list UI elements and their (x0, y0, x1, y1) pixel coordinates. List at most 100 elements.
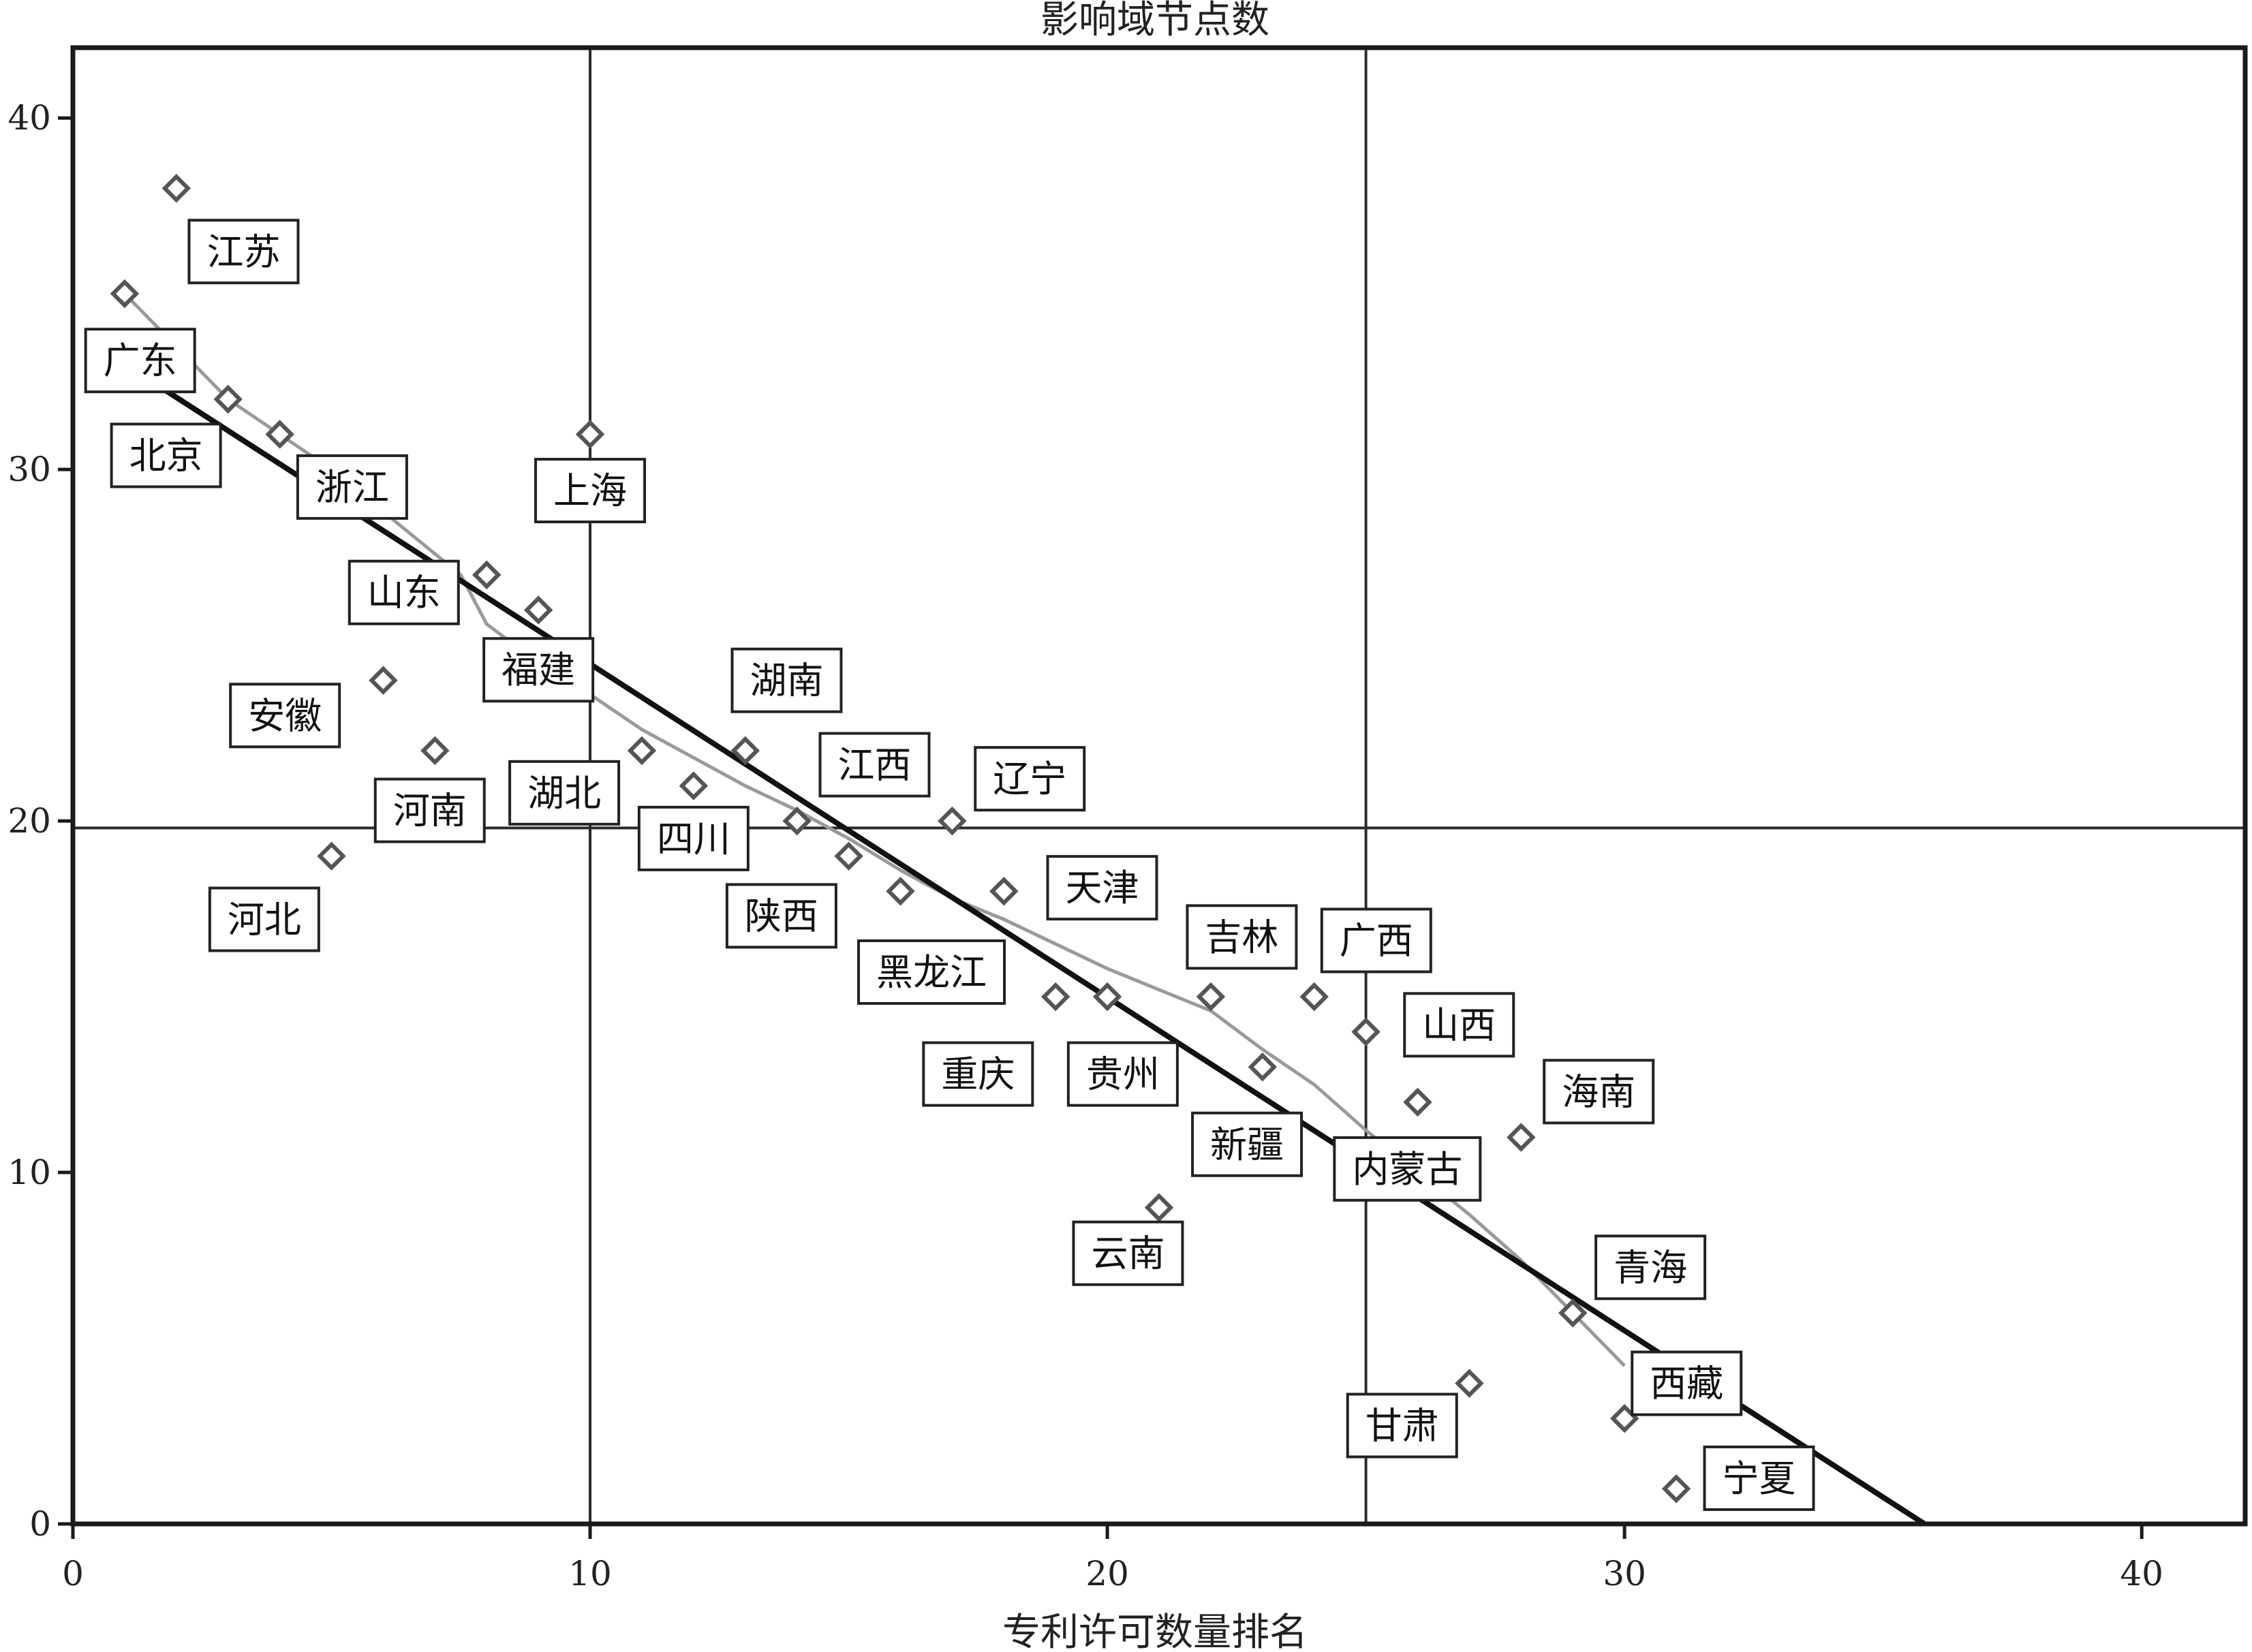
point-label-text: 江西 (838, 744, 912, 787)
point-label-box (1333, 1136, 1482, 1202)
y-tick-label: 10 (7, 1153, 51, 1192)
data-point-marker (110, 279, 140, 309)
data-point-marker (1661, 1474, 1691, 1503)
point-label: 湖南 (730, 647, 843, 713)
point-label: 重庆 (922, 1041, 1034, 1107)
data-point-marker (317, 841, 346, 871)
data-point-marker (989, 877, 1019, 906)
point-label-text: 河北 (228, 899, 301, 941)
point-label-box (534, 458, 647, 524)
point-label: 云南 (1072, 1220, 1184, 1286)
point-label: 宁夏 (1703, 1445, 1815, 1511)
point-label-text: 天津 (1066, 867, 1139, 909)
point-label-box (1320, 907, 1432, 973)
point-label-text: 陕西 (745, 894, 818, 937)
point-label-text: 山东 (367, 572, 441, 614)
point-label-text: 广西 (1340, 920, 1413, 963)
x-tick-label: 40 (2120, 1554, 2163, 1593)
point-label-box (84, 328, 196, 394)
point-label: 辽宁 (974, 746, 1086, 812)
data-point-marker (265, 420, 294, 449)
x-tick-label: 30 (1603, 1554, 1646, 1593)
point-label-box (1046, 855, 1158, 921)
point-label-text: 湖南 (750, 659, 823, 702)
point-label: 北京 (110, 422, 222, 488)
data-point-marker (1558, 1298, 1588, 1328)
point-label: 天津 (1046, 855, 1158, 921)
data-point-marker (1299, 982, 1329, 1012)
point-label-box (857, 939, 1006, 1005)
point-label-text: 四川 (657, 817, 730, 860)
point-label: 江西 (818, 732, 931, 798)
data-point-marker (1455, 1369, 1484, 1398)
point-label-text: 北京 (129, 435, 203, 478)
data-point-marker (523, 595, 553, 625)
y-tick-label: 0 (29, 1504, 51, 1544)
data-point-marker (1144, 1193, 1174, 1222)
data-point-marker (886, 877, 915, 906)
point-label: 陕西 (725, 883, 837, 949)
point-label: 上海 (534, 458, 647, 524)
point-label-box (1403, 992, 1515, 1058)
y-tick-label: 30 (7, 450, 51, 489)
point-label-box (373, 777, 486, 843)
point-label-text: 吉林 (1205, 916, 1278, 959)
data-point-marker (161, 174, 191, 203)
y-tick-label: 40 (7, 98, 51, 138)
y-tick-label: 20 (7, 801, 51, 841)
data-point-marker (1092, 982, 1122, 1012)
plot-frame (70, 45, 2248, 1527)
point-label-box (922, 1041, 1034, 1107)
point-label: 海南 (1543, 1059, 1655, 1125)
point-label-box (818, 732, 931, 798)
point-label-text: 河南 (393, 790, 467, 832)
point-label: 西藏 (1631, 1350, 1743, 1416)
point-label-box (1631, 1350, 1743, 1416)
point-label-box (1191, 1111, 1304, 1177)
point-label-box (637, 805, 750, 871)
point-label-box (730, 647, 843, 713)
data-point-marker (782, 806, 812, 836)
linear-fit-line (123, 361, 1926, 1527)
data-point-marker (1040, 982, 1070, 1012)
point-label-text: 黑龙江 (876, 951, 987, 994)
point-label-text: 海南 (1562, 1070, 1635, 1113)
point-label-text: 云南 (1091, 1232, 1164, 1275)
point-label-box (482, 637, 595, 703)
point-label-text: 福建 (502, 649, 575, 691)
point-label-box (348, 559, 460, 625)
x-axis-title: 专利许可数量排名 (1002, 1610, 1308, 1649)
data-point-marker (730, 736, 760, 766)
point-label-box (725, 883, 837, 949)
point-label: 广东 (84, 328, 196, 394)
point-label-box (1186, 904, 1298, 970)
data-point-marker (1351, 1017, 1380, 1046)
data-point-marker (1196, 982, 1226, 1012)
point-label-box (508, 760, 621, 826)
point-label: 湖北 (508, 760, 621, 826)
data-point-marker (679, 771, 709, 800)
point-label: 广西 (1320, 907, 1432, 973)
data-point-marker (472, 560, 502, 590)
point-label-text: 安徽 (248, 694, 322, 737)
point-label: 黑龙江 (857, 939, 1006, 1005)
point-label-text: 重庆 (941, 1053, 1015, 1096)
point-label: 四川 (637, 805, 750, 871)
point-label-text: 宁夏 (1722, 1457, 1795, 1500)
point-label: 浙江 (296, 454, 408, 520)
point-label: 吉林 (1186, 904, 1298, 970)
point-label: 江苏 (187, 219, 300, 285)
point-label-box (110, 422, 222, 488)
data-point-marker (834, 841, 863, 871)
data-point-marker (938, 806, 967, 836)
data-point-marker (627, 736, 657, 766)
point-label-box (1594, 1234, 1707, 1300)
point-label: 河南 (373, 777, 486, 843)
point-label-text: 新疆 (1210, 1123, 1284, 1166)
point-label: 新疆 (1191, 1111, 1304, 1177)
data-points (110, 174, 1691, 1503)
point-label-text: 上海 (553, 469, 627, 512)
